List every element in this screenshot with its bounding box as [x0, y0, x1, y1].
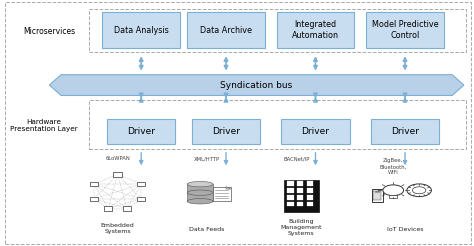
Bar — [390, 195, 397, 198]
Bar — [123, 206, 131, 211]
Text: Syndication bus: Syndication bus — [220, 81, 293, 90]
Bar — [284, 181, 319, 212]
Text: Embedded
Systems: Embedded Systems — [101, 224, 135, 234]
FancyBboxPatch shape — [366, 12, 444, 48]
Bar — [90, 197, 98, 201]
Bar — [297, 195, 303, 200]
Polygon shape — [226, 187, 231, 189]
Bar — [287, 182, 293, 186]
Bar — [213, 187, 231, 201]
Bar — [137, 197, 146, 201]
FancyBboxPatch shape — [5, 2, 471, 244]
FancyBboxPatch shape — [90, 100, 466, 149]
Bar — [307, 202, 313, 206]
Ellipse shape — [187, 182, 213, 187]
Bar — [287, 188, 293, 193]
Text: ZigBee,
Bluetooth,
WiFi: ZigBee, Bluetooth, WiFi — [380, 158, 407, 175]
Text: Driver: Driver — [391, 127, 419, 136]
Ellipse shape — [187, 190, 213, 195]
Text: Driver: Driver — [127, 127, 155, 136]
FancyBboxPatch shape — [277, 12, 355, 48]
Circle shape — [412, 187, 426, 194]
Bar — [297, 188, 303, 193]
FancyBboxPatch shape — [107, 119, 175, 144]
Circle shape — [383, 185, 403, 196]
Circle shape — [407, 184, 431, 197]
Bar — [297, 202, 303, 206]
Text: BACNet/IP: BACNet/IP — [283, 156, 310, 161]
Text: Building
Management
Systems: Building Management Systems — [281, 219, 322, 236]
Text: 6LoWPAN: 6LoWPAN — [105, 156, 130, 161]
Text: Microservices: Microservices — [23, 27, 75, 36]
Text: wifi: wifi — [374, 190, 381, 194]
Bar — [90, 182, 98, 186]
Bar — [297, 182, 303, 186]
Text: Driver: Driver — [301, 127, 329, 136]
Bar — [113, 172, 122, 177]
FancyBboxPatch shape — [102, 12, 180, 48]
Text: IoT Devices: IoT Devices — [387, 227, 423, 232]
Bar — [187, 184, 213, 201]
Bar — [307, 182, 313, 186]
Text: Model Predictive
Control: Model Predictive Control — [372, 20, 438, 40]
Bar — [287, 195, 293, 200]
Text: Hardware
Presentation Layer: Hardware Presentation Layer — [10, 119, 78, 132]
Text: Data Feeds: Data Feeds — [190, 227, 225, 232]
FancyBboxPatch shape — [192, 119, 260, 144]
Polygon shape — [49, 75, 464, 95]
Bar — [287, 202, 293, 206]
FancyBboxPatch shape — [187, 12, 265, 48]
Text: Data Archive: Data Archive — [200, 26, 252, 34]
Text: XML/HTTP: XML/HTTP — [194, 156, 220, 161]
FancyBboxPatch shape — [90, 9, 466, 52]
Bar — [307, 195, 313, 200]
FancyBboxPatch shape — [371, 119, 439, 144]
Bar — [137, 182, 146, 186]
Text: Data Analysis: Data Analysis — [114, 26, 169, 34]
Ellipse shape — [187, 199, 213, 204]
Text: Integrated
Automation: Integrated Automation — [292, 20, 339, 40]
FancyBboxPatch shape — [282, 119, 350, 144]
Bar — [104, 206, 112, 211]
Text: Driver: Driver — [212, 127, 240, 136]
Bar — [374, 191, 382, 200]
Bar — [307, 188, 313, 193]
Bar — [372, 188, 383, 202]
